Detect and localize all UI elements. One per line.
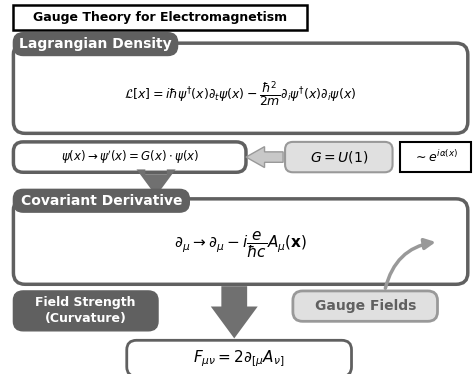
Text: $\psi(x)\rightarrow\psi'(x)=G(x)\cdot\psi(x)$: $\psi(x)\rightarrow\psi'(x)=G(x)\cdot\ps… (60, 148, 198, 166)
FancyBboxPatch shape (13, 5, 306, 30)
Text: $F_{\mu\nu}=2\partial_{[\mu}A_{\nu]}$: $F_{\mu\nu}=2\partial_{[\mu}A_{\nu]}$ (193, 348, 284, 369)
Text: Field Strength
(Curvature): Field Strength (Curvature) (35, 296, 136, 325)
Text: Lagrangian Density: Lagrangian Density (19, 37, 171, 51)
FancyBboxPatch shape (285, 142, 392, 172)
FancyBboxPatch shape (13, 142, 246, 172)
FancyBboxPatch shape (399, 142, 470, 172)
Polygon shape (246, 147, 283, 168)
FancyBboxPatch shape (13, 33, 177, 55)
FancyBboxPatch shape (292, 291, 436, 321)
Text: Gauge Fields: Gauge Fields (314, 299, 415, 313)
Text: Covariant Derivative: Covariant Derivative (20, 194, 182, 208)
FancyBboxPatch shape (13, 291, 158, 331)
FancyBboxPatch shape (13, 199, 467, 284)
Polygon shape (136, 169, 175, 196)
Text: $G=U(1)$: $G=U(1)$ (309, 149, 367, 165)
FancyBboxPatch shape (13, 189, 189, 212)
FancyBboxPatch shape (13, 43, 467, 134)
Polygon shape (210, 286, 257, 338)
Text: $\partial_{\mu}\rightarrow\partial_{\mu}-i\dfrac{e}{\hbar c}A_{\mu}(\mathbf{x})$: $\partial_{\mu}\rightarrow\partial_{\mu}… (174, 230, 307, 260)
Text: $\sim e^{i\alpha(x)}$: $\sim e^{i\alpha(x)}$ (412, 149, 457, 165)
Text: Gauge Theory for Electromagnetism: Gauge Theory for Electromagnetism (33, 11, 287, 24)
FancyBboxPatch shape (127, 340, 351, 374)
Text: $\mathcal{L}[x]=i\hbar\psi^{\dagger}(x)\partial_t\psi(x)-\dfrac{\hbar^2}{2m}\par: $\mathcal{L}[x]=i\hbar\psi^{\dagger}(x)\… (124, 79, 356, 109)
